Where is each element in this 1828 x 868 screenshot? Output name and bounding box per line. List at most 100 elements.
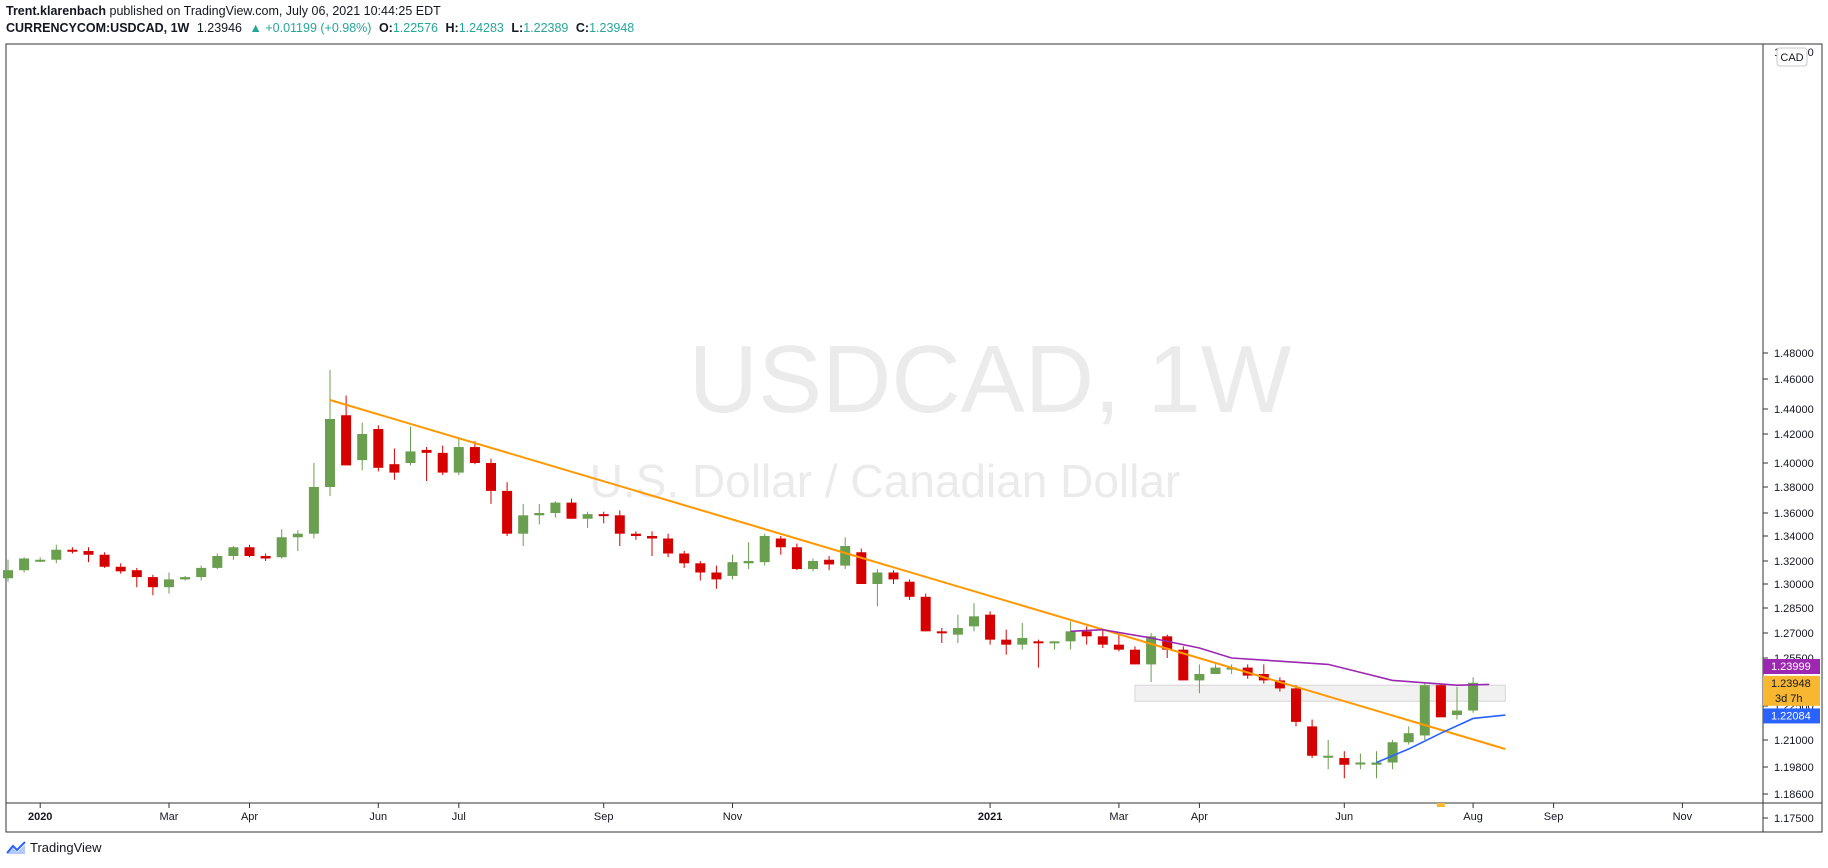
- candle-body: [1274, 680, 1285, 689]
- brand-name: TradingView: [30, 840, 102, 855]
- candle-body: [598, 514, 609, 517]
- y-tick-label: 1.32000: [1774, 556, 1814, 568]
- candle: [647, 531, 657, 556]
- candle: [389, 448, 400, 480]
- candle-body: [534, 513, 545, 516]
- y-tick-label: 1.18600: [1774, 789, 1814, 801]
- watermark-symbol: USDCAD, 1W: [689, 326, 1292, 433]
- price-axis[interactable]: 1.175001.186001.198001.210001.225001.255…: [1763, 47, 1814, 825]
- candle: [1097, 629, 1108, 648]
- candle-body: [164, 579, 174, 588]
- watermark-description: U.S. Dollar / Canadian Dollar: [590, 455, 1181, 507]
- time-axis[interactable]: Dec2020MarAprJunJulSepNov2021MarAprJunAu…: [0, 803, 1693, 823]
- candle-body: [1355, 762, 1366, 765]
- price-label-bg: [1763, 708, 1820, 724]
- candle: [1146, 633, 1157, 682]
- candle: [775, 536, 786, 555]
- candle: [1210, 664, 1221, 674]
- price-label: 1.22084: [1763, 708, 1820, 724]
- candle-body: [51, 549, 62, 560]
- candle: [1468, 677, 1479, 713]
- x-tick-label: Jul: [452, 811, 466, 823]
- candle-body: [1291, 688, 1301, 722]
- candle-body: [1323, 755, 1334, 758]
- candle-body: [920, 596, 931, 632]
- candle-body: [1194, 674, 1205, 681]
- candle: [856, 548, 867, 584]
- tradingview-footer[interactable]: TradingView: [6, 840, 102, 855]
- candle: [341, 395, 352, 466]
- candle-body: [244, 547, 255, 556]
- low-value: 1.22389: [523, 21, 569, 35]
- candle: [679, 551, 690, 568]
- candle-body: [808, 561, 818, 570]
- candle: [759, 533, 770, 566]
- candle: [437, 445, 448, 475]
- x-tick-label: Apr: [241, 811, 258, 823]
- candle-body: [1033, 641, 1044, 644]
- price-label-text: 1.23948: [1771, 678, 1811, 690]
- candle-body: [550, 502, 561, 513]
- candle-body: [679, 553, 690, 564]
- candle: [1323, 740, 1334, 770]
- y-tick-label: 1.34000: [1774, 531, 1814, 543]
- candle-body: [147, 577, 158, 588]
- candle-body: [1435, 685, 1446, 718]
- candle-body: [775, 538, 786, 548]
- candle: [711, 565, 722, 589]
- candle: [1113, 634, 1124, 652]
- candle: [325, 369, 335, 497]
- candle: [67, 547, 78, 554]
- candle-body: [3, 570, 13, 579]
- candle-body: [1001, 639, 1012, 645]
- candle-body: [1146, 636, 1157, 665]
- candle: [1162, 634, 1173, 658]
- candle-body: [1371, 762, 1382, 765]
- candle-body: [1387, 742, 1398, 763]
- tradingview-logo-icon: [6, 840, 26, 854]
- candle-body: [1162, 636, 1173, 650]
- candle-body: [67, 549, 78, 552]
- candle-body: [437, 452, 448, 473]
- candle: [212, 553, 223, 570]
- price-label: 1.23948 3d 7h: [1763, 675, 1820, 706]
- x-tick-label: 2020: [28, 811, 52, 823]
- candle: [180, 575, 191, 581]
- x-tick-label: Nov: [723, 811, 743, 823]
- candle-body: [872, 572, 883, 584]
- y-tick-label: 1.42000: [1774, 429, 1814, 441]
- candle: [791, 543, 802, 571]
- candle-body: [888, 572, 899, 580]
- high-value: 1.24283: [458, 21, 504, 35]
- candle: [872, 569, 883, 607]
- x-tick-label: Mar: [160, 811, 179, 823]
- candle: [808, 558, 818, 572]
- price-change: ▲ +0.01199 (+0.98%): [249, 21, 372, 35]
- candle: [630, 531, 641, 540]
- price-labels-layer: 1.23999 1.23948 3d 7h 1.22084: [1763, 659, 1820, 724]
- candle-body: [695, 563, 706, 573]
- candle: [1339, 751, 1350, 779]
- candle: [1387, 740, 1398, 770]
- candle-body: [99, 554, 110, 567]
- y-tick-label: 1.17500: [1774, 813, 1814, 825]
- candle-body: [518, 515, 529, 534]
- candle-body: [1210, 667, 1221, 674]
- candle-body: [373, 429, 384, 468]
- x-tick-label: Apr: [1191, 811, 1208, 823]
- candle-body: [325, 419, 335, 487]
- candle-body: [357, 434, 368, 461]
- candle: [131, 567, 142, 588]
- candle-body: [791, 547, 802, 570]
- author-name[interactable]: Trent.klarenbach: [6, 4, 107, 18]
- candle: [244, 544, 255, 558]
- candle: [1081, 626, 1092, 645]
- candle: [1258, 664, 1269, 684]
- moving-average-blue: [1376, 714, 1506, 764]
- currency-label: CAD: [1780, 52, 1803, 64]
- candle: [824, 556, 835, 571]
- candle: [196, 565, 207, 581]
- candle-body: [1468, 682, 1479, 711]
- candle-body: [1081, 631, 1092, 637]
